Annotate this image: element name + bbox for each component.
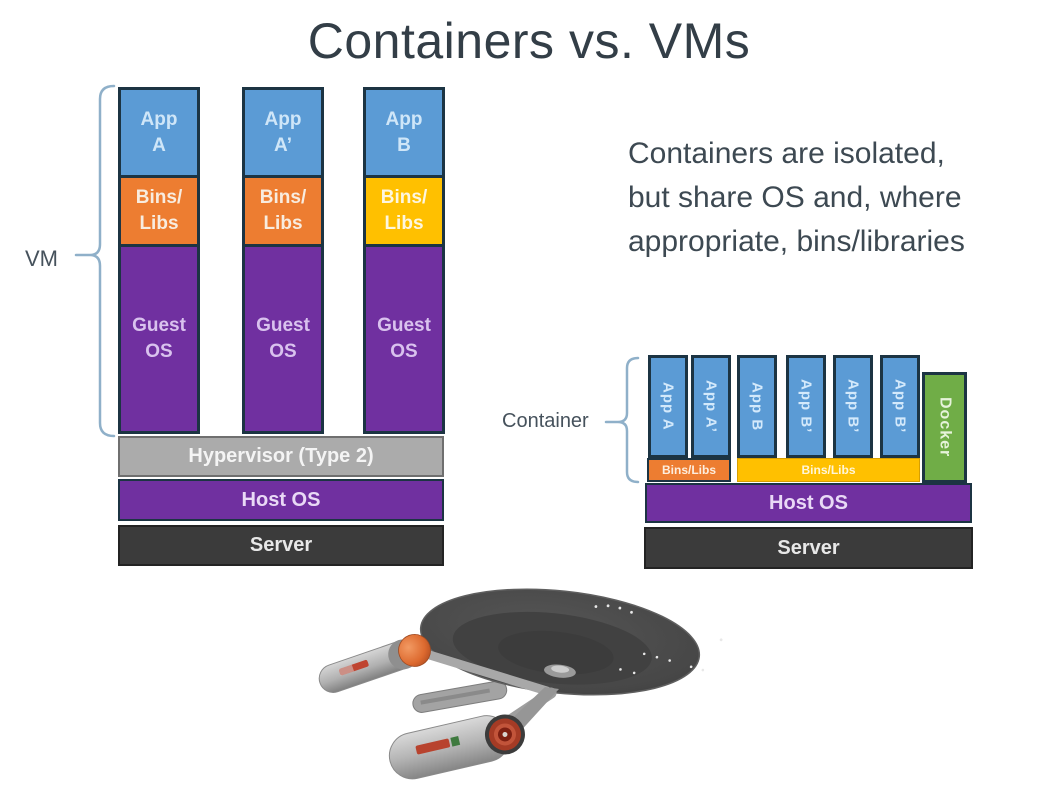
container-app-4: App B’ [786,355,826,458]
vm1-guest-os-box: Guest OS [121,247,197,431]
container-bracket [604,356,640,484]
container-app-1-label: App A [659,382,677,431]
slide-title: Containers vs. VMs [307,13,751,69]
vm2-guest-os-box: Guest OS [245,247,321,431]
container-app-4-label: App B’ [797,379,815,434]
server-bar-right: Server [644,527,973,569]
vm3-bins-libs-box: Bins/ Libs [366,178,442,247]
container-app-5: App B’ [833,355,873,458]
container-app-2: App A’ [691,355,731,458]
vm-stack-1: App A Bins/ Libs Guest OS [118,87,200,434]
hypervisor-bar: Hypervisor (Type 2) [118,436,444,477]
container-app-1: App A [648,355,688,458]
container-app-2-label: App A’ [702,380,720,433]
host-os-bar-right: Host OS [645,483,972,523]
container-label: Container [502,410,589,432]
vm1-bins-libs-box: Bins/ Libs [121,178,197,247]
vm-label: VM [25,246,58,271]
host-os-bar-left: Host OS [118,479,444,521]
vm3-guest-os-box: Guest OS [366,247,442,431]
container-app-6-label: App B’ [891,379,909,434]
vm-bracket [74,84,116,438]
container-app-3-label: App B [748,381,766,432]
vm-stack-3: App B Bins/ Libs Guest OS [363,87,445,434]
docker-box: Docker [922,372,967,483]
vm2-bins-libs-box: Bins/ Libs [245,178,321,247]
server-bar-left: Server [118,525,444,566]
container-app-5-label: App B’ [844,379,862,434]
starship-enterprise-image [318,588,723,780]
container-app-6: App B’ [880,355,920,458]
containers-note-text: Containers are isolated, but share OS an… [628,137,965,258]
vm1-app-box: App A [121,90,197,178]
vm3-app-box: App B [366,90,442,178]
vm-stack-2: App A’ Bins/ Libs Guest OS [242,87,324,434]
container-app-3: App B [737,355,777,458]
docker-label: Docker [936,397,954,458]
bins-libs-shared-orange: Bins/Libs [647,458,731,482]
bins-libs-shared-yellow: Bins/Libs [737,458,920,482]
vm2-app-box: App A’ [245,90,321,178]
